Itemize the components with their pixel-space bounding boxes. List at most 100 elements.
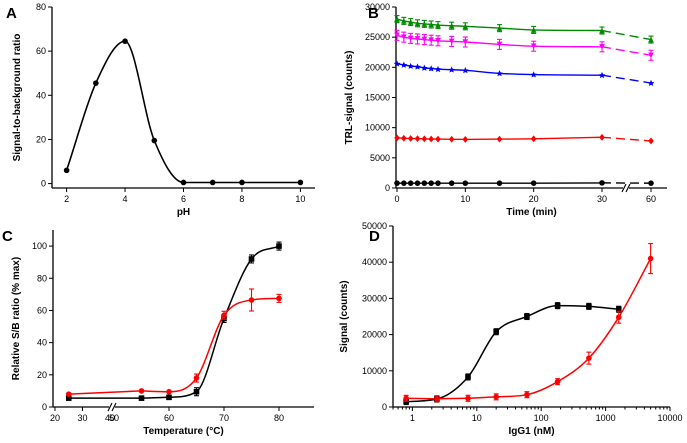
x-tick-label: 10000 <box>657 413 682 423</box>
x-tick-label: 40 <box>105 413 115 423</box>
data-point <box>93 80 99 86</box>
series-line <box>141 245 280 399</box>
data-point <box>166 388 172 395</box>
x-tick-label: 1000 <box>596 413 616 423</box>
data-point <box>209 179 216 186</box>
series-green <box>394 15 654 44</box>
data-point <box>496 135 503 143</box>
y-tick-label: 30000 <box>362 293 387 303</box>
y-tick-label: 60 <box>37 305 47 315</box>
data-point <box>428 37 434 43</box>
y-axis-label: TRL-signal (counts) <box>344 51 355 145</box>
data-point <box>648 137 654 145</box>
y-tick-label: 40000 <box>362 257 387 267</box>
data-point <box>166 394 172 401</box>
panel-label-d: D <box>369 228 380 245</box>
data-point <box>401 180 407 186</box>
data-point <box>599 27 605 34</box>
y-tick-label: 80 <box>36 2 46 12</box>
series-black <box>394 180 654 186</box>
x-tick-label: 50 <box>109 413 119 423</box>
data-point <box>648 180 654 186</box>
axis-break-gap <box>623 183 629 193</box>
data-point <box>530 43 537 50</box>
y-tick-label: 20 <box>37 370 47 380</box>
y-axis-label: Signal-to-background ratio <box>12 34 23 162</box>
x-tick-label: 60 <box>646 194 656 204</box>
y-tick-label: 80 <box>37 273 47 283</box>
axis-break-slash <box>107 402 113 412</box>
series-black <box>65 241 282 401</box>
data-point <box>493 328 499 335</box>
data-point <box>530 180 537 186</box>
series-red <box>65 288 282 397</box>
x-tick-label: 8 <box>239 194 244 204</box>
data-point <box>599 133 605 141</box>
panel-a: A 2 4 6 8 10 0 20 40 60 80 pH Signal-to-background r… <box>6 2 315 218</box>
data-point <box>248 256 255 262</box>
series-red <box>394 133 654 145</box>
data-point <box>598 71 606 78</box>
data-point <box>414 36 421 42</box>
y-tick-label: 30000 <box>365 2 390 12</box>
data-point <box>65 395 72 401</box>
panel-b: B 0 10 20 30 60 0 5000 10000 15000 20000 25000 30000… <box>344 2 667 218</box>
data-point <box>394 180 400 186</box>
data-point <box>421 36 428 43</box>
data-point <box>393 60 401 67</box>
x-axis-label: Temperature (°C) <box>143 426 224 437</box>
data-point <box>421 135 428 143</box>
y-tick-label: 10000 <box>362 366 387 376</box>
data-point <box>435 22 441 28</box>
series-line <box>406 258 652 400</box>
data-point <box>63 167 70 174</box>
data-point <box>434 65 442 72</box>
axis-break-slash <box>111 402 117 412</box>
data-point <box>65 391 72 397</box>
data-point <box>648 36 654 43</box>
series-line-dashed <box>601 136 652 142</box>
series-line-dashed <box>601 46 652 56</box>
y-tick-label: 10000 <box>365 123 390 133</box>
series-line <box>141 297 280 393</box>
data-point <box>448 66 455 73</box>
y-tick-label: 40 <box>36 90 46 100</box>
data-point <box>448 180 455 186</box>
data-point <box>407 135 414 142</box>
data-point <box>407 180 414 186</box>
data-point <box>496 41 503 48</box>
data-point <box>407 62 414 69</box>
data-point <box>428 180 434 186</box>
data-point <box>400 61 408 68</box>
data-point <box>615 314 622 321</box>
data-point <box>435 180 441 186</box>
panel-d: D 1 10 100 1000 10000 0 10000 20000 30000 40000 500… <box>339 221 683 437</box>
data-point <box>465 374 471 380</box>
data-point <box>462 23 469 30</box>
data-point <box>448 135 455 143</box>
x-tick-label: 100 <box>534 413 549 423</box>
series-line <box>65 40 301 184</box>
data-point <box>421 180 428 186</box>
data-point <box>394 134 400 142</box>
y-tick-label: 0 <box>382 402 387 412</box>
data-point <box>586 303 592 310</box>
y-tick-label: 60 <box>36 46 46 56</box>
y-tick-label: 20000 <box>365 62 390 72</box>
data-point <box>407 19 414 25</box>
x-axis-label: Time (min) <box>506 207 556 218</box>
data-point <box>493 394 499 400</box>
data-point <box>414 180 421 186</box>
x-tick-label: 10 <box>295 194 305 204</box>
x-tick-label: 60 <box>164 413 174 423</box>
y-axis-label: Relative S/B ratio (% max) <box>11 257 22 380</box>
y-tick-label: 20000 <box>362 330 387 340</box>
data-point <box>530 135 537 143</box>
data-point <box>407 35 414 42</box>
panel-label-c: C <box>2 228 13 245</box>
data-point <box>239 179 245 186</box>
data-point <box>421 21 428 27</box>
data-point <box>394 16 400 22</box>
data-point <box>180 179 187 186</box>
